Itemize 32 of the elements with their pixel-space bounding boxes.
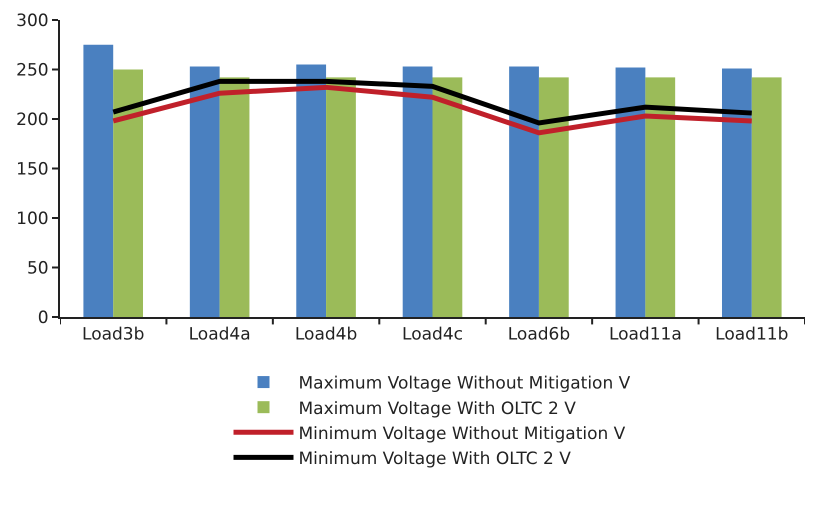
legend-label: Maximum Voltage With OLTC 2 V	[298, 398, 576, 419]
x-tick-label: Load11b	[715, 324, 788, 344]
bar	[83, 44, 114, 317]
y-tick-label: 300	[16, 10, 49, 31]
y-tick-label: 100	[16, 208, 49, 229]
y-tick-label: 250	[16, 60, 49, 80]
bar	[296, 64, 326, 317]
y-tick-label: 0	[38, 308, 49, 328]
legend-label: Minimum Voltage With OLTC 2 V	[298, 449, 572, 469]
x-tick-label: Load4b	[294, 324, 358, 344]
x-tick-label: Load4c	[402, 324, 463, 344]
bar	[752, 77, 782, 317]
bar	[538, 77, 569, 317]
bar	[113, 70, 144, 317]
x-tick-label: Load11a	[608, 324, 682, 344]
legend-label: Minimum Voltage Without Mitigation V	[298, 424, 626, 444]
y-tick-label: 50	[26, 258, 49, 278]
bar	[432, 77, 462, 317]
x-tick-label: Load3b	[82, 324, 144, 344]
y-tick-label: 200	[16, 110, 49, 130]
bar	[616, 68, 646, 317]
x-tick-label: Load6b	[508, 324, 570, 344]
bar	[220, 77, 250, 317]
bar	[645, 77, 676, 317]
legend-label: Maximum Voltage Without Mitigation V	[298, 374, 631, 394]
bar	[722, 68, 752, 317]
y-tick-label: 150	[16, 159, 49, 180]
bar	[509, 66, 539, 317]
bar	[326, 77, 356, 317]
bar	[402, 66, 432, 317]
x-tick-label: Load4a	[188, 324, 251, 344]
bar	[190, 66, 220, 317]
